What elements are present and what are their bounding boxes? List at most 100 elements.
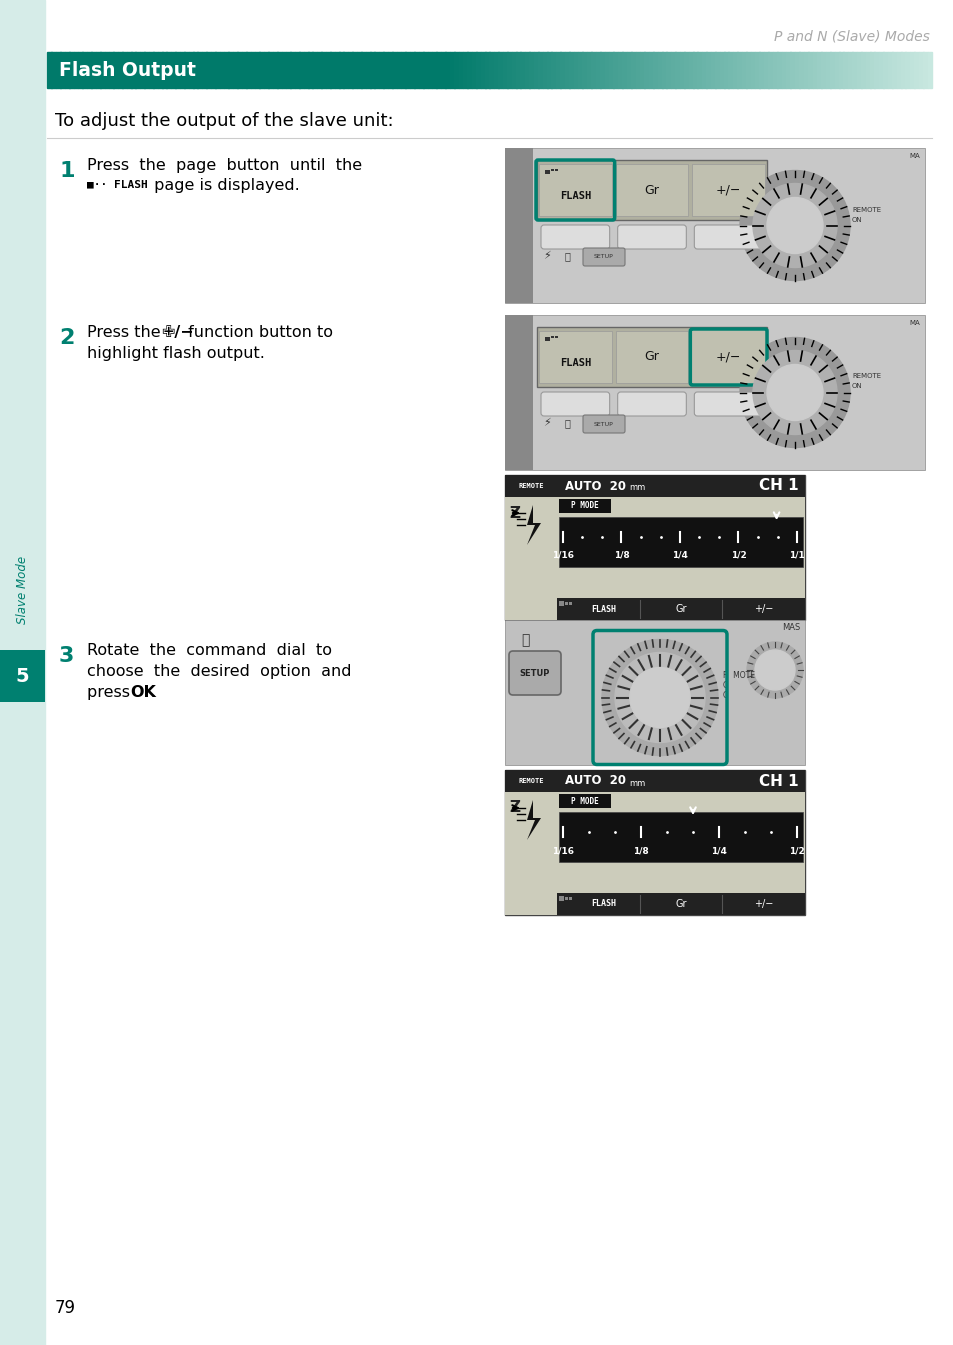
Bar <box>732 52 737 87</box>
Bar <box>511 52 516 87</box>
Bar <box>537 160 766 221</box>
Bar <box>524 52 529 87</box>
Text: Gr: Gr <box>675 604 686 615</box>
Bar <box>582 52 587 87</box>
Bar <box>923 52 927 87</box>
Text: Gr: Gr <box>644 351 659 363</box>
Bar <box>82 52 88 87</box>
Bar <box>719 52 723 87</box>
Text: 🔒: 🔒 <box>520 633 529 647</box>
Bar <box>564 897 567 900</box>
Bar <box>383 52 388 87</box>
Bar <box>745 52 750 87</box>
Bar <box>162 52 167 87</box>
Bar <box>100 52 105 87</box>
Text: highlight flash output.: highlight flash output. <box>87 346 265 360</box>
Bar <box>551 52 556 87</box>
Text: 1/4: 1/4 <box>671 551 687 560</box>
Bar <box>313 52 317 87</box>
Bar <box>816 52 821 87</box>
Text: +/−: +/− <box>753 604 773 615</box>
Bar <box>387 52 393 87</box>
Text: P and N (Slave) Modes: P and N (Slave) Modes <box>773 30 929 43</box>
Text: FLASH: FLASH <box>590 604 616 613</box>
Text: REMOTE: REMOTE <box>851 207 881 213</box>
Bar <box>657 52 662 87</box>
Text: MA: MA <box>908 320 919 325</box>
FancyBboxPatch shape <box>617 391 685 416</box>
Bar <box>599 52 604 87</box>
Bar <box>436 52 441 87</box>
Bar <box>533 52 538 87</box>
Text: Press  the  page  button  until  the: Press the page button until the <box>87 157 362 174</box>
Bar <box>705 52 711 87</box>
Bar <box>578 52 582 87</box>
Bar <box>882 52 887 87</box>
Bar <box>189 52 193 87</box>
Bar <box>356 52 361 87</box>
Text: 79: 79 <box>55 1299 76 1317</box>
Bar <box>458 52 463 87</box>
Text: CH 1: CH 1 <box>759 479 799 494</box>
Bar <box>896 52 901 87</box>
Bar <box>558 516 802 568</box>
Bar <box>557 769 804 792</box>
Text: ON: ON <box>851 383 862 390</box>
Text: FLASH: FLASH <box>590 900 616 908</box>
Text: +/−: +/− <box>753 898 773 909</box>
Bar <box>140 52 145 87</box>
Bar <box>878 52 882 87</box>
Bar <box>392 52 396 87</box>
Bar <box>750 52 755 87</box>
FancyBboxPatch shape <box>690 330 766 385</box>
Bar <box>701 52 706 87</box>
Circle shape <box>752 351 836 434</box>
Text: SETUP: SETUP <box>594 254 613 260</box>
Bar <box>144 52 149 87</box>
Text: mm: mm <box>628 483 644 492</box>
Bar <box>454 52 458 87</box>
Bar <box>105 52 110 87</box>
Bar <box>504 769 804 915</box>
Text: P MODE: P MODE <box>571 796 598 806</box>
Bar <box>568 897 572 900</box>
Bar <box>821 52 825 87</box>
Bar <box>202 52 207 87</box>
Bar <box>653 52 658 87</box>
FancyBboxPatch shape <box>694 225 762 249</box>
Bar <box>777 52 781 87</box>
Bar <box>449 52 455 87</box>
Bar <box>918 52 923 87</box>
Bar <box>613 52 618 87</box>
Bar <box>361 52 366 87</box>
Bar <box>273 52 277 87</box>
Bar <box>559 52 564 87</box>
Bar <box>153 52 158 87</box>
Text: C: C <box>722 681 727 690</box>
Circle shape <box>740 338 849 448</box>
Circle shape <box>754 650 794 690</box>
Bar <box>520 52 525 87</box>
Bar <box>504 475 557 620</box>
Bar <box>303 52 308 87</box>
Bar <box>259 52 264 87</box>
Bar <box>926 52 931 87</box>
Text: 1: 1 <box>59 161 74 182</box>
Bar <box>569 52 574 87</box>
Bar <box>891 52 896 87</box>
Bar <box>78 52 83 87</box>
Bar <box>558 499 610 512</box>
Bar <box>834 52 839 87</box>
Text: .: . <box>150 685 155 699</box>
Text: ✙/−: ✙/− <box>161 325 193 340</box>
Bar <box>626 52 631 87</box>
Bar <box>670 52 675 87</box>
Bar <box>56 52 61 87</box>
Text: Gr: Gr <box>675 898 686 909</box>
Bar <box>615 331 688 383</box>
Bar <box>856 52 861 87</box>
Bar <box>573 52 578 87</box>
Text: ⚡: ⚡ <box>542 418 550 428</box>
Bar <box>555 336 558 338</box>
Text: FLASH: FLASH <box>559 191 590 200</box>
